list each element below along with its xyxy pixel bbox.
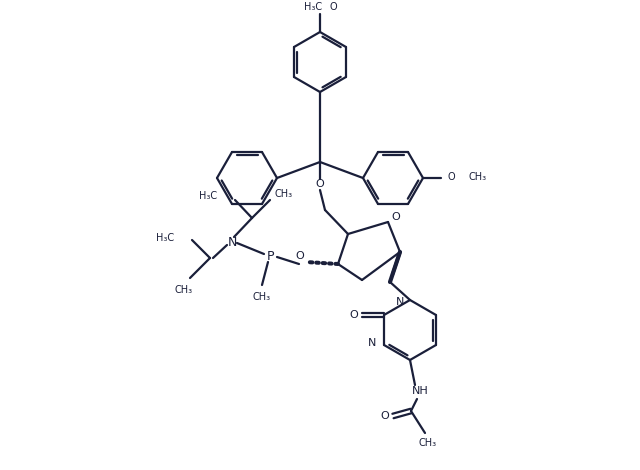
Text: H₃C: H₃C	[304, 2, 322, 12]
Text: O: O	[447, 172, 455, 182]
Text: O: O	[349, 310, 358, 320]
Text: O: O	[381, 411, 389, 421]
Text: NH: NH	[412, 386, 428, 396]
Text: CH₃: CH₃	[253, 292, 271, 302]
Text: CH₃: CH₃	[175, 285, 193, 295]
Text: O: O	[316, 179, 324, 189]
Text: CH₃: CH₃	[468, 172, 486, 182]
Text: N: N	[227, 235, 237, 249]
Text: N: N	[396, 297, 404, 307]
Text: N: N	[367, 338, 376, 348]
Text: CH₃: CH₃	[419, 438, 437, 448]
Text: CH₃: CH₃	[274, 189, 292, 199]
Text: O: O	[296, 251, 305, 261]
Text: O: O	[329, 2, 337, 12]
Text: P: P	[266, 250, 274, 263]
Text: H₃C: H₃C	[199, 191, 217, 201]
Text: O: O	[392, 212, 401, 222]
Text: H₃C: H₃C	[156, 233, 174, 243]
